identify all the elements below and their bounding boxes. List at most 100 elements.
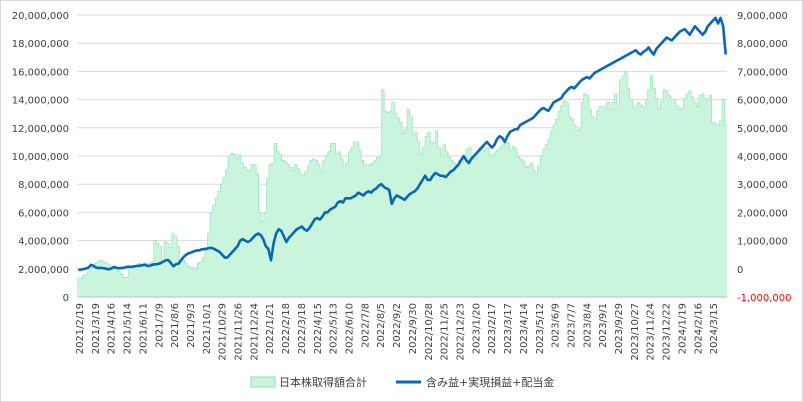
bar [378, 156, 382, 297]
bar [445, 151, 449, 297]
bar [332, 143, 336, 297]
x-tick-label: 2023/11/24 [646, 303, 657, 361]
bar [683, 98, 687, 297]
line-series [78, 16, 728, 271]
bar [240, 163, 244, 297]
bar [573, 124, 577, 297]
bar [637, 102, 641, 297]
bar [506, 143, 510, 297]
bar [235, 158, 239, 297]
bar [591, 116, 595, 298]
bar [192, 267, 196, 297]
legend-label-line: 含み益+実現損益+配当金 [426, 375, 554, 389]
bar [481, 146, 485, 297]
bar [279, 154, 283, 297]
bar [266, 178, 270, 297]
bar [158, 246, 162, 297]
bar [703, 98, 707, 297]
x-tick-label: 2021/8/6 [170, 303, 181, 348]
bar [519, 158, 523, 297]
bar [555, 119, 559, 297]
x-tick-label: 2023/9/1 [598, 303, 609, 348]
bar [563, 101, 567, 297]
bar [258, 212, 262, 297]
bar [663, 89, 666, 297]
bar-series [77, 71, 728, 298]
x-tick-label: 2022/1/21 [265, 303, 276, 354]
bar [455, 164, 459, 297]
bar [693, 102, 697, 297]
bar [110, 265, 114, 297]
bar [596, 110, 600, 297]
bar [476, 153, 480, 297]
bar [706, 101, 710, 297]
bar [253, 164, 257, 297]
bar [386, 112, 390, 297]
bar [660, 102, 664, 297]
left-tick-label: 4,000,000 [18, 237, 69, 248]
bar [169, 247, 172, 297]
bar [82, 275, 85, 297]
bar [711, 122, 715, 297]
bar [97, 261, 101, 297]
bar [92, 264, 96, 297]
x-tick-label: 2023/3/17 [503, 303, 514, 354]
x-tick-label: 2023/6/9 [551, 303, 562, 348]
bar [586, 95, 590, 298]
bar [373, 160, 377, 297]
x-tick-label: 2022/12/23 [455, 303, 466, 361]
bar [448, 157, 451, 297]
bar [604, 108, 608, 297]
bar [453, 163, 457, 297]
bar [599, 106, 602, 298]
bar [483, 150, 487, 297]
bar [314, 160, 318, 297]
bar [161, 261, 165, 297]
bar [422, 147, 426, 297]
bar [616, 105, 620, 298]
x-tick-label: 2021/7/9 [154, 303, 165, 348]
bar [593, 119, 597, 297]
bar [719, 120, 723, 297]
right-tick-label: 9,000,000 [737, 11, 788, 22]
bar [338, 151, 341, 297]
bar [79, 278, 83, 297]
right-tick-label: 1,000,000 [737, 237, 788, 248]
bar [614, 93, 618, 298]
bar [647, 89, 651, 297]
bar [657, 109, 661, 297]
bar [714, 123, 718, 297]
bar [581, 102, 584, 297]
right-tick-label: 6,000,000 [737, 96, 788, 107]
bar [117, 271, 121, 297]
bar [688, 91, 692, 297]
bar [673, 99, 677, 297]
bar [560, 105, 564, 298]
x-tick-label: 2022/8/5 [376, 303, 387, 348]
bar [245, 170, 249, 297]
bar [304, 171, 308, 297]
bar [138, 263, 142, 297]
bar [514, 148, 518, 297]
bar [197, 263, 201, 297]
bar [143, 263, 147, 297]
bar [458, 160, 462, 297]
bar [366, 165, 370, 297]
bar [77, 278, 80, 297]
bar [473, 158, 477, 297]
bar [639, 105, 643, 298]
right-tick-label: 8,000,000 [737, 39, 788, 50]
bar [227, 156, 231, 297]
bar [289, 167, 293, 297]
x-axis: 2021/2/19 2021/3/19 2021/4/16 2021/5/14 2021… [75, 296, 727, 361]
bar [263, 212, 267, 297]
bar [665, 91, 669, 297]
bar [368, 164, 372, 297]
bar [698, 95, 702, 298]
bar [642, 108, 646, 297]
bar [340, 158, 344, 297]
bar [312, 158, 316, 297]
bar [629, 99, 633, 297]
bar [545, 144, 549, 297]
bar [627, 88, 631, 297]
